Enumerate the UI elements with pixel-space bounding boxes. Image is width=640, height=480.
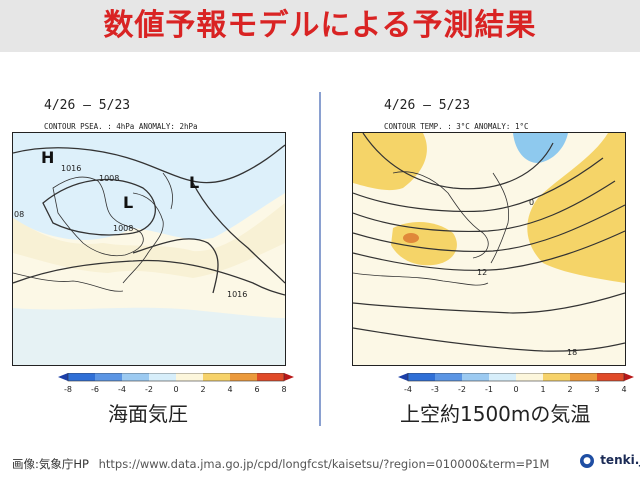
title-banner: 数値予報モデルによる予測結果 <box>0 0 640 52</box>
scale-tick-label: -4 <box>118 385 126 394</box>
panel-divider <box>319 92 321 426</box>
pressure-anomaly-colorbar: -8 -6 -4 -2 0 2 4 6 8 <box>58 372 294 399</box>
pressure-anomaly-map[interactable]: H L L 1016 1008 1008 1016 08 <box>12 132 286 366</box>
temperature-map-caption: 上空約1500mの気温 <box>400 402 591 426</box>
scale-tick-label: 2 <box>200 385 205 394</box>
pressure-map-caption: 海面気圧 <box>108 402 188 426</box>
scale-tick-label: -2 <box>458 385 466 394</box>
low-pressure-label: L <box>123 193 133 212</box>
scale-tick-label: 6 <box>254 385 259 394</box>
source-url-link[interactable]: https://www.data.jma.go.jp/cpd/longfcst/… <box>98 457 550 471</box>
isobar-value-label: 1008 <box>99 174 119 183</box>
isobar-value-label: 08 <box>14 210 24 219</box>
scale-tick-label: -8 <box>64 385 72 394</box>
scale-tick-label: 1 <box>540 385 545 394</box>
scale-tick-label: -2 <box>145 385 153 394</box>
isotherm-value-label: 18 <box>567 348 577 357</box>
scale-tick-label: 4 <box>621 385 626 394</box>
scale-tick-label: -3 <box>431 385 439 394</box>
scale-tick-label: 0 <box>173 385 178 394</box>
low-pressure-label: L <box>189 173 199 192</box>
sea-level-pressure-panel: 4/26 – 5/23 CONTOUR PSEA. : 4hPa ANOMALY… <box>10 92 310 428</box>
isobar-value-label: 1016 <box>61 164 81 173</box>
isotherm-value-label: 12 <box>477 268 487 277</box>
scale-tick-label: 4 <box>227 385 232 394</box>
date-range-label: 4/26 – 5/23 <box>384 98 471 113</box>
temperature-anomaly-colorbar: -4 -3 -2 -1 0 1 2 3 4 <box>398 372 634 399</box>
scale-tick-label: -1 <box>485 385 493 394</box>
scale-tick-label: -4 <box>404 385 412 394</box>
isobar-value-label: 1016 <box>227 290 247 299</box>
scale-tick-label: 8 <box>281 385 286 394</box>
scale-tick-label: 3 <box>594 385 599 394</box>
isotherm-value-label: 0 <box>529 198 534 207</box>
isobar-value-label: 1008 <box>113 224 133 233</box>
page-title: 数値予報モデルによる予測結果 <box>103 8 537 43</box>
brand-logo: ● tenki.jp <box>580 453 640 468</box>
brand-name: tenki.jp <box>600 453 640 467</box>
temperature-anomaly-map[interactable]: 0 12 18 <box>352 132 626 366</box>
contour-legend-label: CONTOUR TEMP. : 3°C ANOMALY: 1°C <box>384 122 529 131</box>
scale-tick-label: 2 <box>567 385 572 394</box>
credit-label: 画像:気象庁HP <box>12 457 89 471</box>
scale-tick-label: 0 <box>513 385 518 394</box>
scale-tick-label: -6 <box>91 385 99 394</box>
date-range-label: 4/26 – 5/23 <box>44 98 131 113</box>
upper-air-temperature-panel: 4/26 – 5/23 CONTOUR TEMP. : 3°C ANOMALY:… <box>350 92 640 428</box>
brand-logo-icon: ● <box>580 453 594 468</box>
contour-legend-label: CONTOUR PSEA. : 4hPa ANOMALY: 2hPa <box>44 122 198 131</box>
high-pressure-label: H <box>41 148 54 167</box>
image-credit: 画像:気象庁HP https://www.data.jma.go.jp/cpd/… <box>12 456 549 472</box>
